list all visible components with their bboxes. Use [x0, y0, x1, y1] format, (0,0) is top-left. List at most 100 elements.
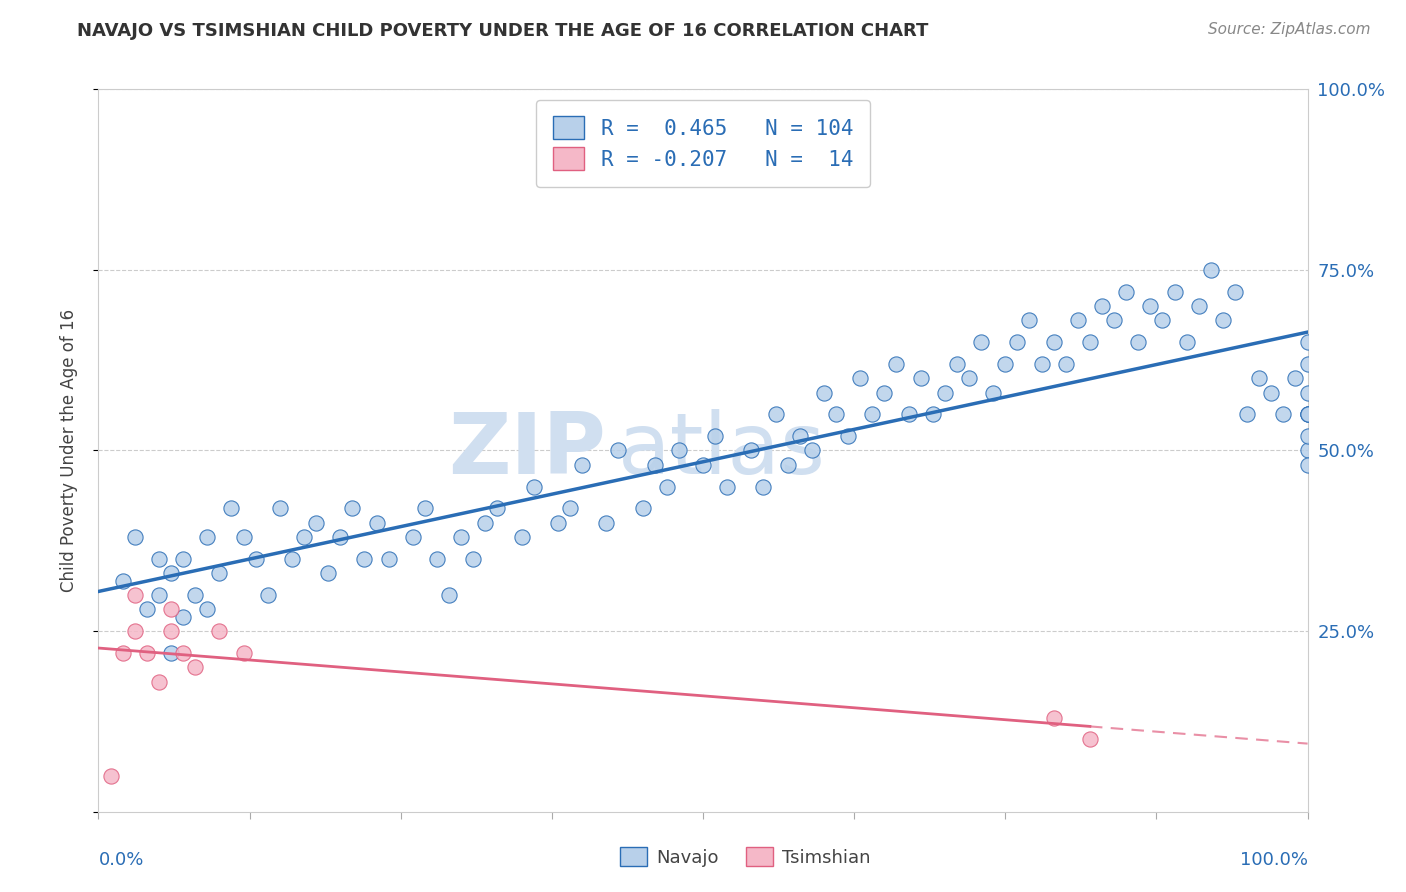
Point: [825, 407, 848, 421]
Text: Source: ZipAtlas.com: Source: ZipAtlas.com: [1208, 22, 1371, 37]
Point: [1260, 385, 1282, 400]
Point: [1296, 458, 1319, 472]
Legend: Navajo, Tsimshian: Navajo, Tsimshian: [613, 840, 877, 874]
Point: [644, 458, 666, 472]
Point: [1152, 313, 1174, 327]
Point: [195, 602, 218, 616]
Point: [934, 385, 956, 400]
Point: [281, 551, 304, 566]
Point: [111, 646, 134, 660]
Point: [329, 530, 352, 544]
Point: [1296, 334, 1319, 349]
Point: [160, 624, 183, 639]
Point: [837, 429, 859, 443]
Point: [571, 458, 593, 472]
Point: [1067, 313, 1090, 327]
Point: [1163, 285, 1185, 299]
Point: [342, 501, 364, 516]
Point: [232, 530, 254, 544]
Point: [1223, 285, 1246, 299]
Text: 100.0%: 100.0%: [1240, 852, 1308, 870]
Point: [1175, 334, 1198, 349]
Point: [752, 480, 775, 494]
Point: [957, 371, 980, 385]
Point: [148, 588, 170, 602]
Point: [849, 371, 872, 385]
Point: [184, 588, 207, 602]
Point: [232, 646, 254, 660]
Point: [316, 566, 339, 581]
Point: [426, 551, 449, 566]
Point: [474, 516, 496, 530]
Point: [172, 551, 194, 566]
Point: [776, 458, 799, 472]
Point: [305, 516, 328, 530]
Point: [366, 516, 388, 530]
Point: [873, 385, 896, 400]
Point: [1139, 299, 1161, 313]
Point: [1042, 711, 1064, 725]
Point: [269, 501, 291, 516]
Point: [208, 566, 231, 581]
Point: [921, 407, 943, 421]
Point: [1031, 357, 1053, 371]
Point: [148, 674, 170, 689]
Point: [1272, 407, 1295, 421]
Text: atlas: atlas: [619, 409, 827, 492]
Point: [1212, 313, 1234, 327]
Point: [450, 530, 472, 544]
Point: [523, 480, 546, 494]
Point: [994, 357, 1017, 371]
Point: [668, 443, 690, 458]
Point: [1128, 334, 1150, 349]
Point: [704, 429, 727, 443]
Point: [353, 551, 375, 566]
Legend: R =  0.465   N = 104, R = -0.207   N =  14: R = 0.465 N = 104, R = -0.207 N = 14: [536, 100, 870, 186]
Point: [124, 624, 146, 639]
Point: [631, 501, 654, 516]
Text: ZIP: ZIP: [449, 409, 606, 492]
Point: [292, 530, 315, 544]
Point: [1042, 334, 1064, 349]
Point: [221, 501, 243, 516]
Point: [377, 551, 399, 566]
Point: [172, 609, 194, 624]
Point: [740, 443, 762, 458]
Point: [124, 588, 146, 602]
Point: [1188, 299, 1211, 313]
Y-axis label: Child Poverty Under the Age of 16: Child Poverty Under the Age of 16: [59, 309, 77, 592]
Point: [655, 480, 678, 494]
Point: [256, 588, 278, 602]
Point: [1115, 285, 1137, 299]
Point: [124, 530, 146, 544]
Point: [1296, 429, 1319, 443]
Point: [160, 602, 183, 616]
Point: [160, 566, 183, 581]
Point: [135, 602, 157, 616]
Point: [970, 334, 993, 349]
Point: [1296, 357, 1319, 371]
Point: [486, 501, 509, 516]
Text: NAVAJO VS TSIMSHIAN CHILD POVERTY UNDER THE AGE OF 16 CORRELATION CHART: NAVAJO VS TSIMSHIAN CHILD POVERTY UNDER …: [77, 22, 929, 40]
Point: [860, 407, 883, 421]
Point: [1236, 407, 1258, 421]
Point: [148, 551, 170, 566]
Point: [100, 769, 122, 783]
Point: [1078, 732, 1101, 747]
Point: [1284, 371, 1306, 385]
Point: [1296, 407, 1319, 421]
Point: [765, 407, 787, 421]
Point: [463, 551, 485, 566]
Point: [886, 357, 908, 371]
Point: [1091, 299, 1114, 313]
Point: [607, 443, 630, 458]
Point: [910, 371, 932, 385]
Point: [402, 530, 425, 544]
Point: [111, 574, 134, 588]
Point: [1018, 313, 1040, 327]
Point: [1296, 407, 1319, 421]
Point: [1078, 334, 1101, 349]
Point: [184, 660, 207, 674]
Point: [595, 516, 617, 530]
Point: [208, 624, 231, 639]
